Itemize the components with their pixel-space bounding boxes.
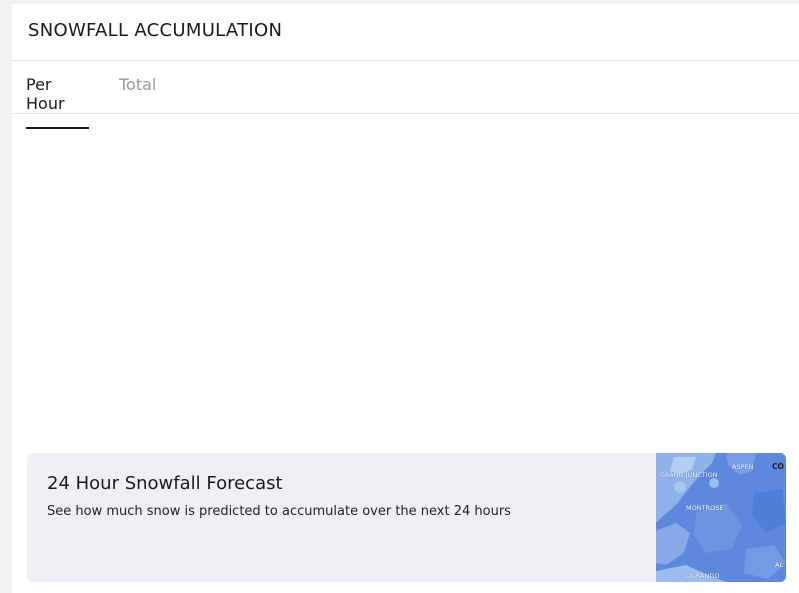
promo-title: 24 Hour Snowfall Forecast xyxy=(47,473,283,494)
card-title: SNOWFALL ACCUMULATION xyxy=(28,20,283,41)
card-header: SNOWFALL ACCUMULATION xyxy=(12,4,799,61)
snowfall-forecast-promo[interactable]: 24 Hour Snowfall Forecast See how much s… xyxy=(27,453,786,582)
map-label-aspen: ASPEN xyxy=(732,463,754,471)
map-label-grand-junction: GRAND JUNCTION xyxy=(660,471,718,479)
map-image xyxy=(656,453,786,582)
tab-total[interactable]: Total xyxy=(119,75,157,94)
tab-per-hour[interactable]: Per Hour xyxy=(26,75,89,129)
promo-description: See how much snow is predicted to accumu… xyxy=(47,504,511,519)
map-label-durango: DURANGO xyxy=(686,572,720,580)
tab-bar: Per Hour Total xyxy=(12,61,799,129)
map-label-montrose: MONTROSE xyxy=(686,504,724,512)
map-label-al: AL xyxy=(775,561,784,569)
map-label-co: CO xyxy=(772,462,784,471)
snowfall-map-thumbnail[interactable]: GRAND JUNCTION ASPEN CO MONTROSE AL DURA… xyxy=(656,453,786,582)
